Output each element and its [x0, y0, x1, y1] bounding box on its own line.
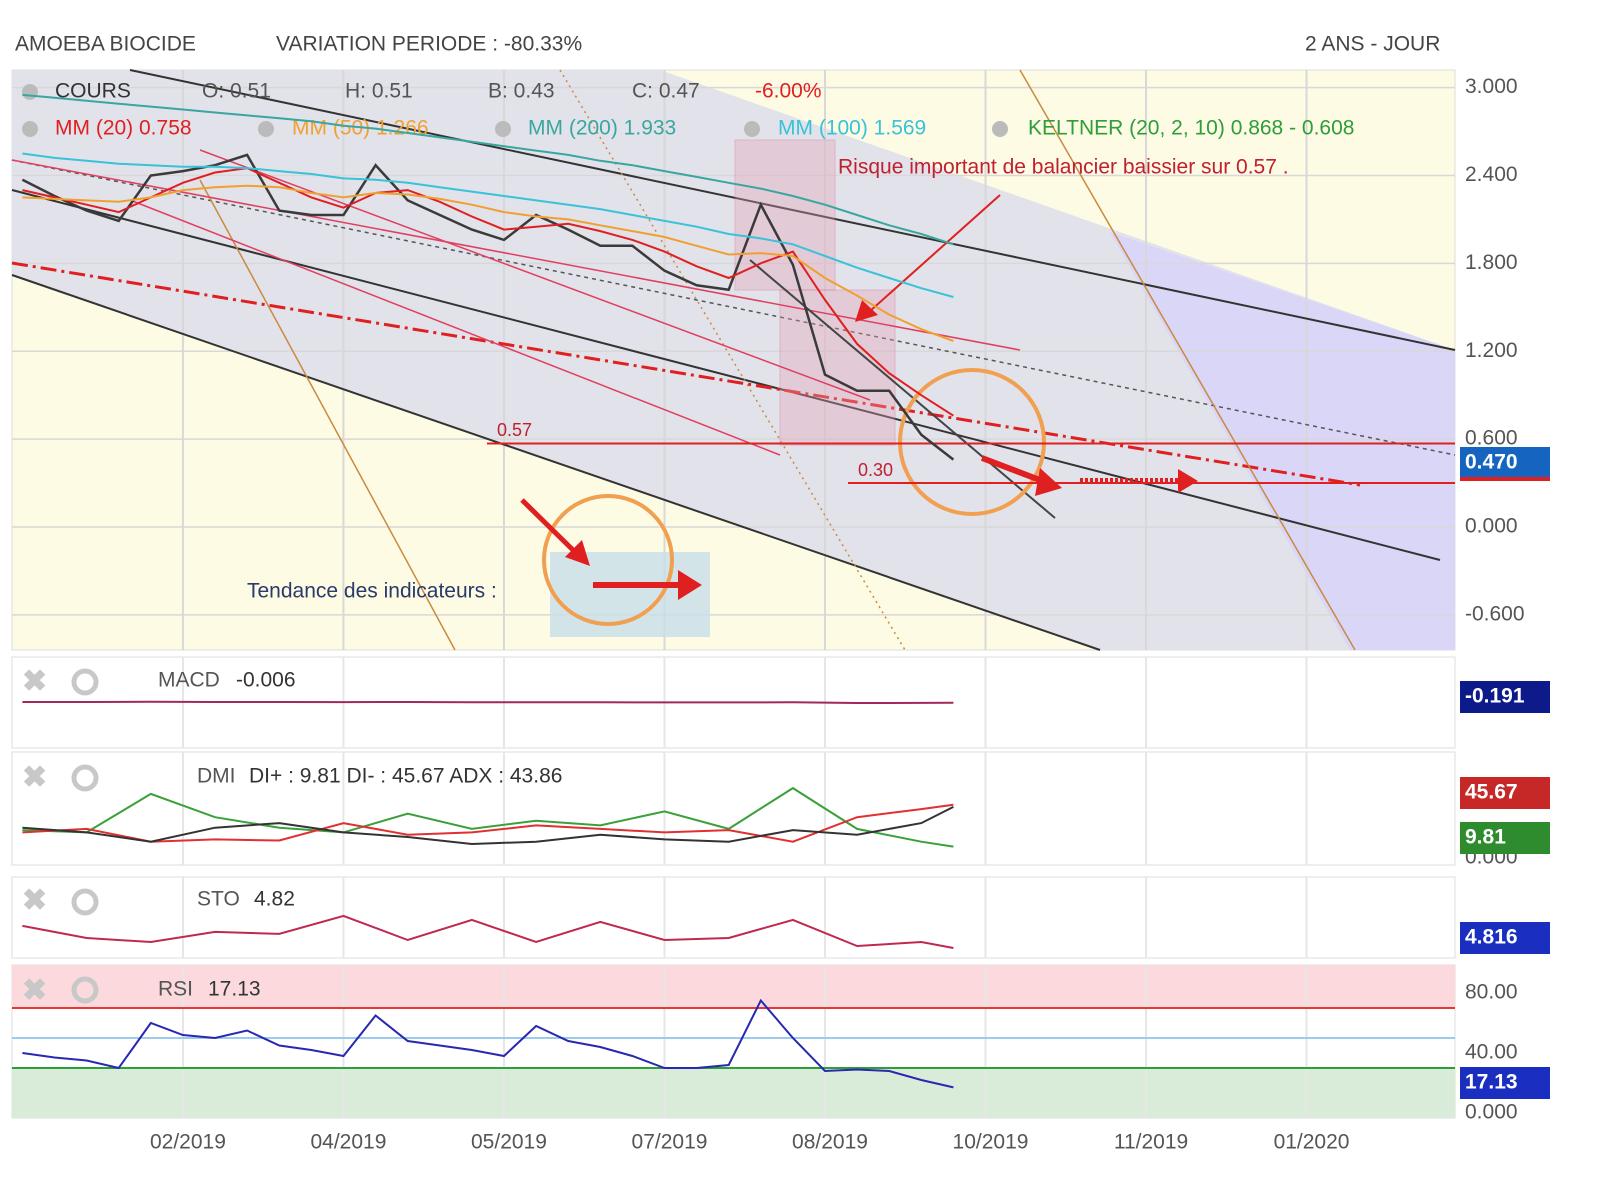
overbought-zone [12, 965, 1455, 1009]
price-badge-marker [1460, 477, 1550, 481]
y-tick-label: 2.400 [1465, 163, 1518, 186]
arrow-head [1035, 468, 1062, 496]
y-tick-label: 1.200 [1465, 339, 1518, 362]
x-tick-label: 10/2019 [953, 1131, 1029, 1154]
indicator-line [22, 700, 954, 705]
panel-title: RSI [158, 978, 193, 1001]
panel [11, 751, 1456, 866]
fan-line [199, 179, 456, 651]
badge-label: 9.81 [1465, 826, 1506, 849]
x-tick-label: 02/2019 [150, 1131, 226, 1154]
indicator-line [22, 998, 954, 1089]
x-tick-label: 01/2020 [1274, 1131, 1350, 1154]
price-line [21, 153, 955, 461]
y-tick-label: 3.000 [1465, 75, 1518, 98]
change: -6.00% [755, 80, 822, 103]
oversold-zone [12, 1068, 1455, 1118]
arrow-head [565, 540, 590, 566]
x-tick-label: 07/2019 [632, 1131, 708, 1154]
price-badge [1460, 447, 1550, 479]
arrow [859, 194, 1001, 321]
panel-title: DMI [197, 765, 236, 788]
panel [11, 876, 1456, 959]
svg-text:✖: ✖ [22, 665, 47, 698]
annotation: Risque important de balancier baissier s… [838, 156, 1289, 179]
highlight-circle [542, 494, 674, 626]
svg-text:✖: ✖ [22, 761, 47, 794]
fan-line [1019, 69, 1356, 651]
trend-line [129, 199, 781, 456]
price-badge [1460, 922, 1550, 954]
period: 2 ANS - JOUR [1305, 33, 1440, 56]
price-badge [1460, 777, 1550, 809]
y-tick-label: -0.600 [1465, 602, 1525, 625]
price-badge [1460, 822, 1550, 854]
panel-title: STO [197, 888, 240, 911]
trend-line [749, 259, 1056, 519]
indicator-line [22, 806, 954, 846]
fan-line [559, 69, 906, 651]
indicator-line [22, 914, 954, 949]
annotation: Tendance des indicateurs : [247, 580, 497, 603]
arrow-head [1178, 469, 1198, 493]
svg-text:✖: ✖ [22, 974, 47, 1007]
legend-entry: KELTNER (20, 2, 10) 0.868 - 0.608 [1028, 117, 1354, 140]
icons [22, 84, 1008, 137]
svg-text:✖: ✖ [22, 884, 47, 917]
badge-label: 17.13 [1465, 1071, 1518, 1094]
trend-line [11, 261, 1361, 487]
x-tick-label: 08/2019 [792, 1131, 868, 1154]
arrow [520, 498, 577, 554]
x-tick-label: 05/2019 [471, 1131, 547, 1154]
y-tick-label: 80.00 [1465, 981, 1518, 1004]
indicator-line [22, 786, 954, 848]
y-tick-label: 40.00 [1465, 1041, 1518, 1064]
legend-entry: MM (20) 0.758 [55, 117, 192, 140]
panel-title: MACD [158, 669, 220, 692]
indicator-line [22, 152, 954, 298]
y-tick-label: 1.800 [1465, 251, 1518, 274]
channel-zone [1110, 232, 1455, 650]
panel-value: 17.13 [208, 978, 261, 1001]
level-label: 0.30 [858, 460, 893, 480]
highlight-circle [898, 368, 1046, 516]
indicator-line [22, 93, 954, 246]
ohlc: C: 0.47 [632, 80, 700, 103]
trend-line [199, 149, 871, 401]
x-tick-label: 04/2019 [310, 1131, 386, 1154]
panel-icons: ✖ ✖ ✖ ✖ [22, 664, 99, 1007]
arrow [980, 455, 1047, 485]
badge-label: -0.191 [1465, 685, 1525, 708]
y-tick-label: 0.000 [1465, 1101, 1518, 1124]
indicator-line [22, 184, 954, 342]
badge-label: 45.67 [1465, 781, 1518, 804]
panel-value: -0.006 [236, 669, 296, 692]
level-label: 0.57 [497, 420, 532, 440]
zone [734, 139, 836, 291]
price-badge [1460, 681, 1550, 713]
price-badge-label: 0.470 [1465, 451, 1518, 474]
arrow-head [678, 570, 702, 600]
x-tick-label: 11/2019 [1114, 1131, 1188, 1154]
badge-label: 4.816 [1465, 926, 1518, 949]
y-tick-label: 0.000 [1465, 515, 1518, 538]
stock-name: AMOEBA BIOCIDE [15, 33, 196, 56]
price-badge [1460, 1067, 1550, 1099]
legend-entry: MM (100) 1.569 [778, 117, 926, 140]
indicator-line [22, 803, 954, 843]
arrow-head [855, 300, 878, 322]
panel-value: DI+ : 9.81 DI- : 45.67 ADX : 43.86 [249, 765, 562, 788]
ohlc: O: 0.51 [202, 80, 271, 103]
ohlc: H: 0.51 [345, 80, 413, 103]
panel-value: 4.82 [254, 888, 295, 911]
legend-entry: MM (200) 1.933 [528, 117, 676, 140]
trend-line [11, 189, 1441, 561]
y-tick-label: 0.600 [1465, 427, 1518, 450]
legend-entry: COURS [55, 80, 131, 103]
channel-line [129, 69, 1456, 351]
channel-line [11, 274, 1101, 651]
ohlc: B: 0.43 [488, 80, 555, 103]
period-variation: VARIATION PERIODE : -80.33% [276, 33, 582, 56]
